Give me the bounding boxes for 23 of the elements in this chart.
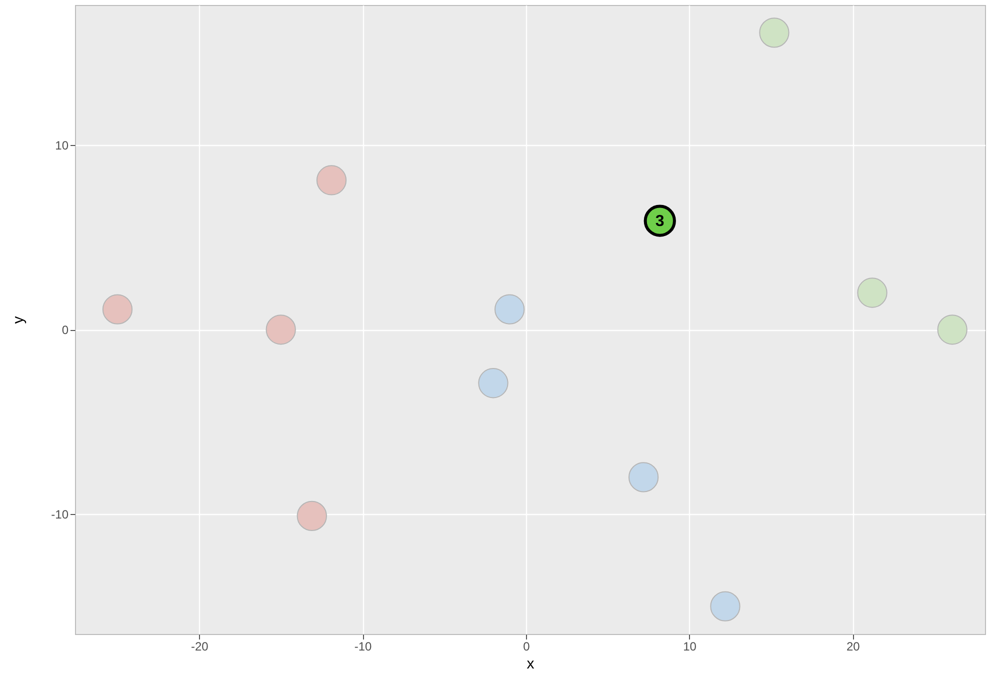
point [266,314,296,345]
point [494,294,525,324]
y-axis-title: y [10,316,28,324]
point [628,462,659,492]
x-axis-title: x [526,656,535,672]
point [857,278,888,308]
point [296,500,327,531]
point [710,591,740,622]
x-tick-label: -10 [354,640,372,654]
y-tick-label: -10 [51,508,69,522]
x-tick-label: 0 [523,640,530,654]
point [937,314,968,345]
x-tick-label: 10 [683,640,697,654]
point [102,294,133,324]
y-tick-label: 0 [62,323,69,338]
point [759,18,790,48]
point [478,368,508,398]
y-tick-label: 10 [55,138,69,153]
x-tick-label: 20 [846,640,860,654]
annotation: 3 [655,212,664,230]
point [316,165,347,196]
point [644,204,676,237]
x-tick-label: -20 [190,640,209,654]
